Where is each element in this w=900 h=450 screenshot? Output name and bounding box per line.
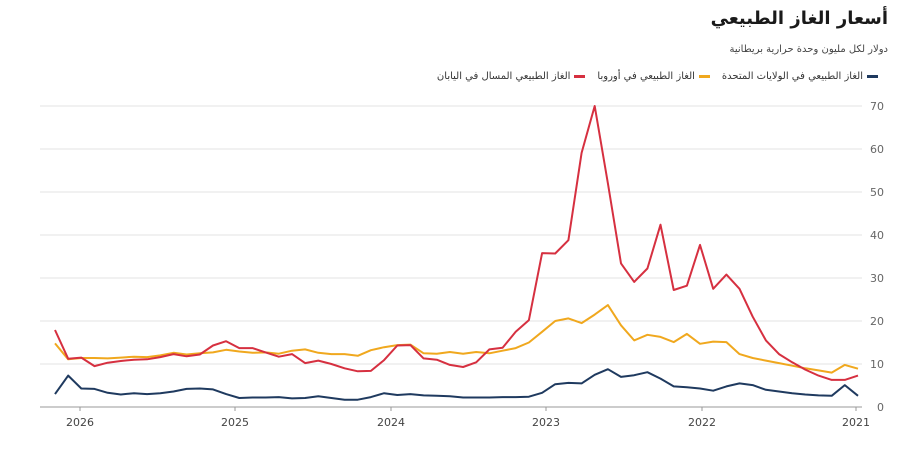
x-tick-label-2026: 2026 xyxy=(66,416,94,429)
series-line-europe xyxy=(54,304,859,374)
x-tick-label-2021: 2021 xyxy=(842,416,870,429)
y-tick-label-40: 40 xyxy=(870,229,884,242)
y-tick-label-30: 30 xyxy=(870,272,884,285)
legend-label-japan: الغاز الطبيعي المسال في اليابان xyxy=(436,71,571,82)
y-tick-label-50: 50 xyxy=(870,186,884,199)
x-tick-label-2022: 2022 xyxy=(688,416,716,429)
y-tick-label-10: 10 xyxy=(870,358,884,371)
x-tick-label-2024: 2024 xyxy=(377,416,405,429)
x-tick-label-2025: 2025 xyxy=(221,416,249,429)
y-tick-label-20: 20 xyxy=(870,315,884,328)
y-axis-ticks: 0 10 20 30 40 50 60 70 xyxy=(870,100,884,414)
legend-item-us[interactable]: الغاز الطبيعي في الولايات المتحدة xyxy=(722,71,878,82)
y-tick-label-60: 60 xyxy=(870,143,884,156)
series-lines xyxy=(54,105,859,401)
legend-swatch-japan xyxy=(574,75,586,78)
chart-title: أسعار الغاز الطبيعي xyxy=(710,8,888,29)
series-line-us xyxy=(54,368,859,401)
series-line-japan xyxy=(54,105,859,381)
legend-label-europe: الغاز الطبيعي في أوروبا xyxy=(597,71,695,82)
x-axis-ticks: 2021 2022 2023 2024 2025 2026 xyxy=(66,407,870,429)
legend-swatch-europe xyxy=(698,75,710,78)
y-tick-label-70: 70 xyxy=(870,100,884,113)
chart-subtitle: دولار لكل مليون وحدة حرارية بريطانية xyxy=(729,44,889,55)
grid-lines xyxy=(40,105,862,408)
legend-item-japan[interactable]: الغاز الطبيعي المسال في اليابان xyxy=(436,71,586,82)
x-tick-label-2023: 2023 xyxy=(532,416,560,429)
legend-label-us: الغاز الطبيعي في الولايات المتحدة xyxy=(721,71,863,82)
legend-swatch-us xyxy=(867,75,878,78)
chart-legend: الغاز الطبيعي في الولايات المتحدة الغاز … xyxy=(437,71,878,82)
y-tick-label-0: 0 xyxy=(877,401,884,414)
legend-item-europe[interactable]: الغاز الطبيعي في أوروبا xyxy=(597,71,710,82)
